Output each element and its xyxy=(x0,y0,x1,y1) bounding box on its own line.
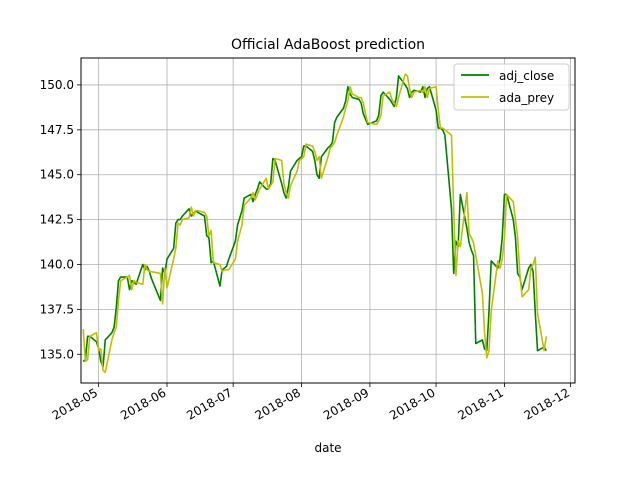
y-tick-label: 147.5 xyxy=(40,123,74,137)
y-tick-label: 150.0 xyxy=(40,78,74,92)
plot-frame xyxy=(80,57,576,384)
legend: adj_close ada_prey xyxy=(453,63,570,111)
chart-title: Official AdaBoost prediction xyxy=(231,37,425,53)
grid xyxy=(81,58,575,383)
x-axis-label: date xyxy=(314,441,341,455)
y-tick-label: 137.5 xyxy=(40,302,74,316)
y-tick-label: 140.0 xyxy=(40,257,74,271)
y-tick-label: 145.0 xyxy=(40,168,74,182)
y-tick-label: 135.0 xyxy=(40,347,74,361)
legend-label-adj-close: adj_close xyxy=(499,69,554,83)
y-axis-ticks: 135.0 137.5 140.0 142.5 145.0 147.5 150.0 xyxy=(40,78,81,361)
y-tick-label: 142.5 xyxy=(40,213,74,227)
legend-label-ada-prey: ada_prey xyxy=(499,91,554,105)
series-line-ada-prey xyxy=(82,73,548,374)
series-lines xyxy=(82,73,548,374)
